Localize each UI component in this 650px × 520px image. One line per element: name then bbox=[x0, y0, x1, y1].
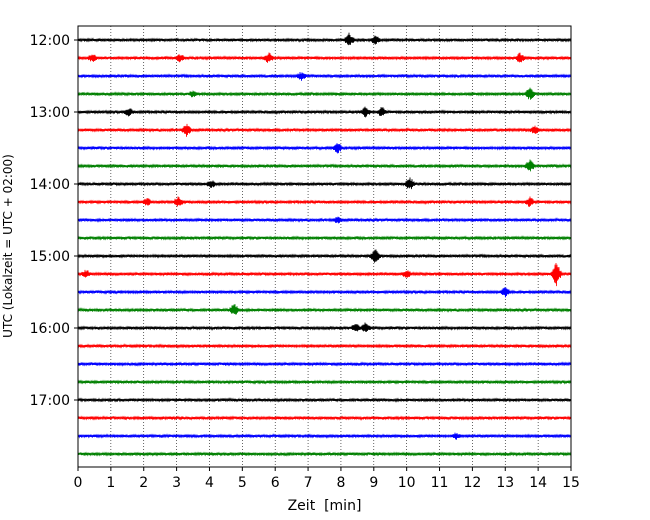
x-tick-label: 0 bbox=[74, 475, 83, 491]
trace-group bbox=[77, 32, 572, 457]
trace-row-14 bbox=[77, 287, 572, 298]
trace-row-20 bbox=[77, 397, 572, 403]
trace-row-1 bbox=[77, 52, 572, 63]
x-tick-label: 5 bbox=[238, 475, 247, 491]
x-tick-label: 9 bbox=[369, 475, 378, 491]
x-tick-label: 2 bbox=[139, 475, 148, 491]
x-tick-label: 10 bbox=[398, 475, 416, 491]
trace-row-22 bbox=[77, 432, 572, 440]
trace-row-3 bbox=[77, 87, 572, 100]
trace-row-16 bbox=[77, 322, 572, 332]
y-tick-label: 14:00 bbox=[30, 177, 70, 193]
trace-row-4 bbox=[77, 106, 572, 118]
trace-row-8 bbox=[77, 177, 572, 190]
trace-row-11 bbox=[77, 235, 572, 241]
trace-row-10 bbox=[77, 216, 572, 224]
x-tick-label: 11 bbox=[431, 475, 449, 491]
x-tick-label: 12 bbox=[463, 475, 481, 491]
x-tick-label: 14 bbox=[529, 475, 547, 491]
y-tick-label: 17:00 bbox=[30, 393, 70, 409]
x-tick-label: 8 bbox=[336, 475, 345, 491]
plot-background bbox=[78, 26, 571, 467]
trace-row-5 bbox=[77, 123, 572, 137]
trace-row-2 bbox=[77, 71, 572, 81]
x-tick-label: 7 bbox=[304, 475, 313, 491]
trace-row-15 bbox=[77, 304, 572, 315]
trace-row-7 bbox=[77, 159, 572, 172]
trace-row-18 bbox=[77, 361, 572, 367]
trace-row-23 bbox=[77, 451, 572, 457]
x-axis: 0 1 2 3 4 5 6 7 8 9 10 11 12 13 14 15 bbox=[74, 467, 580, 491]
y-tick-label: 16:00 bbox=[30, 321, 70, 337]
trace-row-21 bbox=[77, 415, 572, 421]
y-axis-title: UTC (Lokalzeit = UTC + 02:00) bbox=[1, 154, 15, 338]
trace-row-12 bbox=[77, 249, 572, 263]
y-tick-label: 15:00 bbox=[30, 249, 70, 265]
trace-row-6 bbox=[77, 143, 572, 154]
x-axis-title: Zeit [min] bbox=[288, 498, 362, 514]
x-tick-label: 6 bbox=[271, 475, 280, 491]
trace-row-17 bbox=[77, 343, 572, 349]
x-tick-label: 13 bbox=[496, 475, 514, 491]
trace-row-13 bbox=[77, 262, 572, 287]
x-tick-label: 3 bbox=[172, 475, 181, 491]
plot-frame bbox=[77, 25, 572, 468]
x-tick-label: 4 bbox=[205, 475, 214, 491]
y-axis: 12:00 13:00 14:00 15:00 16:00 17:00 bbox=[30, 33, 78, 409]
y-tick-label: 13:00 bbox=[30, 105, 70, 121]
trace-row-19 bbox=[77, 379, 572, 385]
trace-row-9 bbox=[77, 196, 572, 207]
y-tick-label: 12:00 bbox=[30, 33, 70, 49]
x-tick-label: 15 bbox=[562, 475, 580, 491]
x-tick-label: 1 bbox=[106, 475, 115, 491]
trace-row-0 bbox=[77, 32, 572, 46]
